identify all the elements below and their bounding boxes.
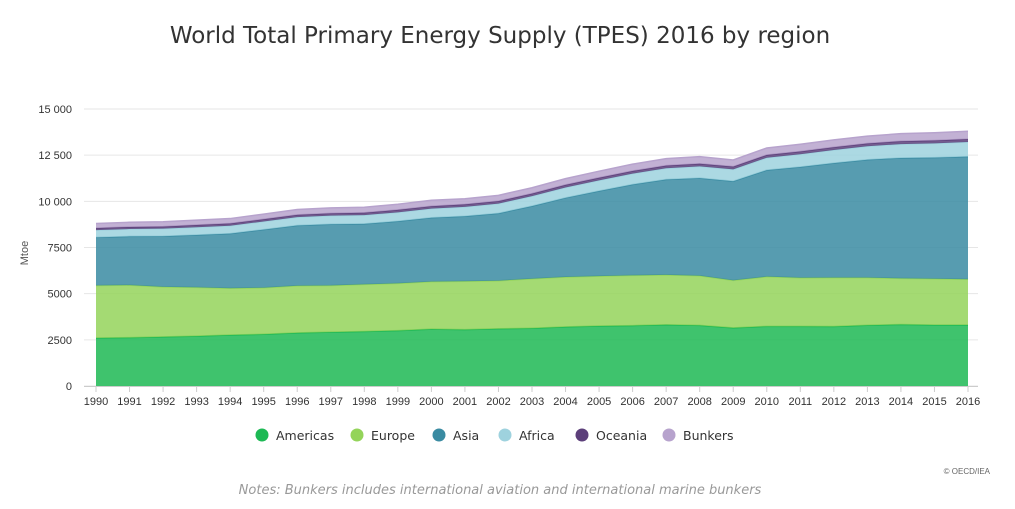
x-tick-label: 2012 bbox=[822, 396, 846, 408]
x-tick-label: 2007 bbox=[654, 396, 678, 408]
x-tick-label: 2000 bbox=[419, 396, 443, 408]
y-tick-label: 2500 bbox=[48, 335, 72, 347]
y-axis-title: Mtoe bbox=[19, 241, 31, 265]
series-areas bbox=[95, 130, 969, 386]
x-tick-label: 2013 bbox=[855, 396, 879, 408]
area-europe bbox=[96, 274, 968, 338]
line-bunkers bbox=[95, 130, 969, 225]
credit-text: © OECD/IEA bbox=[944, 467, 991, 476]
x-tick-label: 1992 bbox=[151, 396, 175, 408]
x-tick-label: 1993 bbox=[184, 396, 208, 408]
legend-swatch bbox=[662, 428, 676, 442]
legend-swatch bbox=[255, 428, 269, 442]
x-tick-label: 2015 bbox=[922, 396, 946, 408]
y-tick-label: 7500 bbox=[48, 243, 72, 255]
legend: Americas Europe Asia Africa Oceania Bunkers bbox=[255, 428, 734, 443]
x-tick-label: 1990 bbox=[84, 396, 108, 408]
y-tick-label: 10 000 bbox=[38, 196, 72, 208]
x-tick-label: 2001 bbox=[453, 396, 477, 408]
y-axis: 0 2500 5000 7500 10 000 12 500 15 000 bbox=[38, 104, 72, 393]
legend-label: Asia bbox=[453, 428, 479, 443]
y-tick-label: 15 000 bbox=[38, 104, 72, 116]
x-tick-label: 2004 bbox=[553, 396, 577, 408]
x-tick-label: 1996 bbox=[285, 396, 309, 408]
x-tick-label: 2011 bbox=[788, 396, 812, 408]
x-tick-label: 1994 bbox=[218, 396, 242, 408]
area-bunkers bbox=[96, 131, 968, 229]
legend-item-asia[interactable]: Asia bbox=[432, 428, 480, 443]
x-axis: 1990 1991 1992 1993 1994 1995 1996 1997 1998 1999… bbox=[84, 386, 980, 408]
legend-swatch bbox=[432, 428, 446, 442]
area-africa bbox=[96, 142, 968, 238]
x-tick-label: 2005 bbox=[587, 396, 611, 408]
x-tick-label: 2003 bbox=[520, 396, 544, 408]
y-tick-label: 5000 bbox=[48, 289, 72, 301]
x-tick-label: 2009 bbox=[721, 396, 745, 408]
notes-text: Notes: Bunkers includes international av… bbox=[239, 483, 762, 498]
legend-label: Oceania bbox=[596, 428, 647, 443]
x-tick-label: 2010 bbox=[755, 396, 779, 408]
legend-swatch bbox=[498, 428, 512, 442]
legend-label: Americas bbox=[276, 428, 334, 443]
legend-label: Bunkers bbox=[683, 428, 734, 443]
legend-item-africa[interactable]: Africa bbox=[498, 428, 555, 443]
x-tick-label: 1998 bbox=[352, 396, 376, 408]
chart-title: World Total Primary Energy Supply (TPES)… bbox=[170, 23, 830, 49]
area-oceania bbox=[96, 139, 968, 231]
x-tick-label: 2006 bbox=[620, 396, 644, 408]
x-tick-label: 2002 bbox=[486, 396, 510, 408]
x-tick-label: 2016 bbox=[956, 396, 980, 408]
legend-label: Africa bbox=[519, 428, 555, 443]
area-americas bbox=[96, 324, 968, 386]
x-tick-label: 1997 bbox=[319, 396, 343, 408]
legend-swatch bbox=[350, 428, 364, 442]
x-tick-label: 1991 bbox=[117, 396, 141, 408]
x-tick-label: 1999 bbox=[386, 396, 410, 408]
legend-swatch bbox=[575, 428, 589, 442]
x-tick-label: 1995 bbox=[251, 396, 275, 408]
legend-item-europe[interactable]: Europe bbox=[350, 428, 416, 443]
legend-item-oceania[interactable]: Oceania bbox=[575, 428, 648, 443]
y-tick-label: 0 bbox=[66, 381, 72, 393]
x-tick-label: 2008 bbox=[687, 396, 711, 408]
area-asia bbox=[96, 156, 968, 289]
x-tick-label: 2014 bbox=[889, 396, 913, 408]
y-tick-label: 12 500 bbox=[38, 150, 72, 162]
legend-item-bunkers[interactable]: Bunkers bbox=[662, 428, 734, 443]
legend-label: Europe bbox=[371, 428, 415, 443]
legend-item-americas[interactable]: Americas bbox=[255, 428, 335, 443]
